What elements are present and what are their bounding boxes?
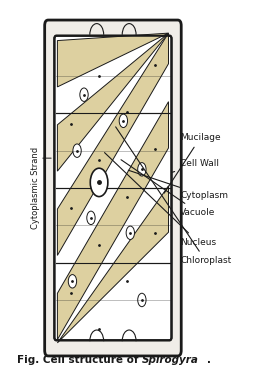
Text: Cytoplasmic Strand: Cytoplasmic Strand <box>31 147 40 229</box>
Text: .: . <box>207 355 211 365</box>
Circle shape <box>68 274 77 288</box>
Text: Cytoplasm: Cytoplasm <box>128 170 228 200</box>
Circle shape <box>126 226 134 240</box>
Circle shape <box>73 144 81 158</box>
Circle shape <box>87 211 95 224</box>
Text: Cell Wall: Cell Wall <box>172 159 219 172</box>
FancyBboxPatch shape <box>45 20 181 356</box>
Circle shape <box>119 114 127 127</box>
Polygon shape <box>57 33 169 255</box>
Circle shape <box>138 293 146 307</box>
Text: Nucleus: Nucleus <box>105 153 216 247</box>
Text: Mucilage: Mucilage <box>164 133 221 193</box>
Circle shape <box>90 168 108 197</box>
Circle shape <box>80 88 88 102</box>
Circle shape <box>138 163 146 176</box>
Polygon shape <box>57 33 169 171</box>
FancyBboxPatch shape <box>54 36 171 340</box>
Text: Fig. Cell structure of: Fig. Cell structure of <box>17 355 142 365</box>
Polygon shape <box>57 102 169 340</box>
Text: Vacuole: Vacuole <box>121 160 215 217</box>
Text: Spirogyra: Spirogyra <box>142 355 199 365</box>
Polygon shape <box>57 186 169 343</box>
Text: Chloroplast: Chloroplast <box>116 127 231 265</box>
Polygon shape <box>57 33 169 87</box>
